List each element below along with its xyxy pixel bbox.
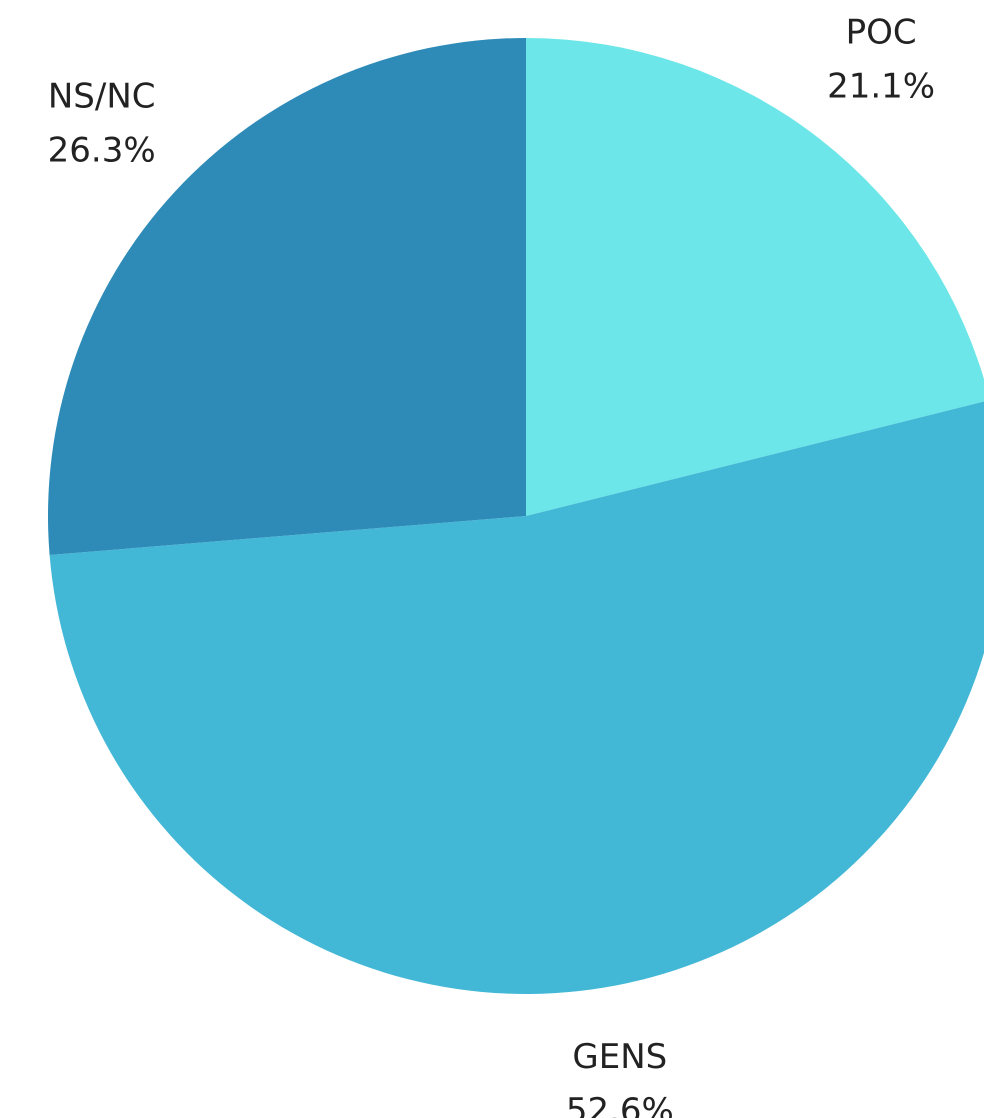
pie-slice	[48, 38, 526, 556]
slice-label: POC	[846, 13, 917, 53]
slice-value-label: 52.6%	[566, 1091, 674, 1118]
slice-value-label: 21.1%	[827, 67, 935, 107]
slice-label: NS/NC	[48, 76, 156, 116]
slice-value-label: 26.3%	[48, 130, 156, 170]
pie-slice	[526, 38, 984, 516]
slice-label: GENS	[572, 1037, 667, 1077]
pie-slice	[49, 401, 984, 994]
